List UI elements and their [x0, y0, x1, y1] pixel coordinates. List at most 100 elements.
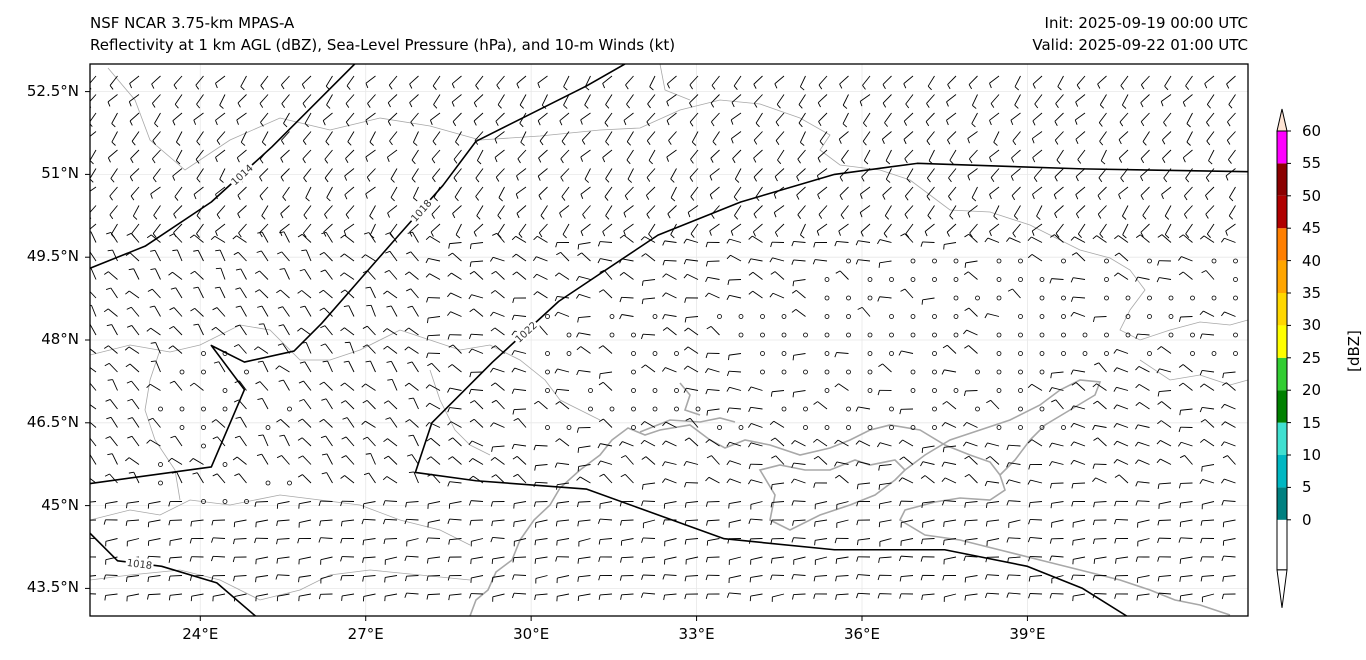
wind-barb	[985, 519, 1000, 527]
colorbar-tick-label: 45	[1302, 219, 1322, 238]
wind-barb	[427, 501, 441, 509]
calm-wind-marker	[867, 351, 873, 356]
wind-barb	[490, 537, 505, 543]
wind-barb	[1027, 479, 1043, 485]
wind-barb	[174, 186, 183, 201]
wind-barb	[943, 519, 957, 527]
wind-barb	[190, 593, 204, 602]
calm-wind-marker	[244, 369, 249, 375]
wind-barb	[150, 186, 161, 199]
wind-barb	[90, 477, 97, 484]
calm-wind-marker	[1168, 295, 1174, 301]
wind-barb	[905, 94, 914, 109]
wind-barb	[577, 575, 591, 582]
wind-barb	[476, 149, 484, 165]
wind-barb	[1199, 310, 1215, 317]
wind-barb	[211, 326, 226, 336]
wind-barb	[840, 205, 849, 220]
wind-barb	[748, 290, 763, 299]
calm-wind-marker	[717, 314, 722, 319]
wind-barb	[366, 304, 376, 317]
calm-wind-marker	[824, 277, 830, 282]
wind-barb	[666, 75, 677, 89]
wind-barb	[662, 240, 677, 246]
wind-barb	[1135, 383, 1150, 391]
wind-barb	[1199, 438, 1215, 447]
wind-barb	[1140, 149, 1150, 164]
wind-barb	[383, 345, 398, 354]
wind-barb	[255, 593, 269, 602]
wind-barb	[620, 538, 634, 546]
wind-barb	[878, 519, 892, 528]
wind-barb	[301, 249, 312, 262]
wind-barb	[1070, 441, 1086, 447]
wind-barb	[1178, 382, 1193, 391]
wind-barb	[1157, 482, 1172, 489]
calm-wind-marker	[1061, 295, 1066, 301]
country-borders	[90, 64, 1248, 601]
wind-barb	[813, 482, 828, 488]
wind-barb	[899, 456, 914, 465]
wind-barb	[257, 360, 269, 373]
wind-barb	[149, 305, 161, 317]
wind-barb	[904, 149, 914, 164]
lon-tick-label: 27°E	[347, 625, 384, 643]
wind-barb	[1135, 276, 1150, 282]
wind-barb	[302, 94, 312, 108]
wind-barb	[921, 593, 935, 601]
wind-barb	[1049, 442, 1064, 448]
wind-barb	[855, 240, 871, 246]
calm-wind-marker	[996, 351, 1002, 356]
wind-barb	[1163, 112, 1172, 127]
wind-barb	[518, 223, 527, 238]
wind-barb	[210, 235, 226, 243]
wind-barb	[1134, 441, 1150, 447]
wind-barb	[168, 593, 183, 601]
wind-barb	[322, 112, 333, 126]
wind-barb	[276, 501, 290, 509]
wind-barb	[361, 518, 376, 525]
wind-barb	[258, 434, 269, 447]
calm-wind-marker	[1018, 388, 1023, 393]
wind-barb	[706, 538, 720, 546]
wind-barb	[257, 305, 269, 317]
wind-barb	[426, 334, 441, 341]
wind-barb	[839, 75, 849, 89]
wind-barb	[885, 149, 892, 165]
calm-wind-marker	[910, 314, 916, 319]
calm-wind-marker	[846, 314, 851, 319]
wind-barb	[1077, 223, 1086, 239]
wind-barb	[193, 112, 204, 125]
wind-barb	[150, 268, 161, 280]
wind-barb	[878, 482, 892, 490]
wind-barb	[727, 279, 742, 285]
wind-barb	[986, 399, 1000, 410]
wind-barb	[1199, 383, 1215, 391]
wind-barb	[625, 75, 634, 90]
wind-barb	[683, 346, 699, 354]
wind-barb	[1072, 519, 1086, 528]
wind-barb	[620, 519, 634, 526]
wind-barb	[862, 131, 871, 146]
wind-barb	[326, 186, 333, 202]
wind-barb	[903, 112, 914, 126]
calm-wind-marker	[867, 369, 873, 375]
wind-barb	[147, 538, 161, 546]
wind-barb	[1220, 237, 1236, 243]
wind-barb	[299, 361, 312, 373]
wind-barb	[1182, 94, 1193, 107]
colorbar-tick-label: 60	[1302, 122, 1322, 140]
calm-wind-marker	[824, 388, 830, 393]
wind-barb	[152, 131, 161, 146]
wind-barb	[215, 112, 226, 126]
wind-barb	[453, 168, 462, 183]
wind-barb	[276, 289, 290, 299]
wind-barb	[363, 232, 376, 243]
calm-wind-marker	[932, 332, 937, 338]
wind-barb	[125, 290, 140, 299]
calm-wind-marker	[674, 351, 679, 356]
axis-ticks	[85, 91, 1028, 621]
wind-barb	[1077, 149, 1086, 164]
wind-barb	[90, 324, 97, 336]
wind-barb	[427, 362, 441, 373]
